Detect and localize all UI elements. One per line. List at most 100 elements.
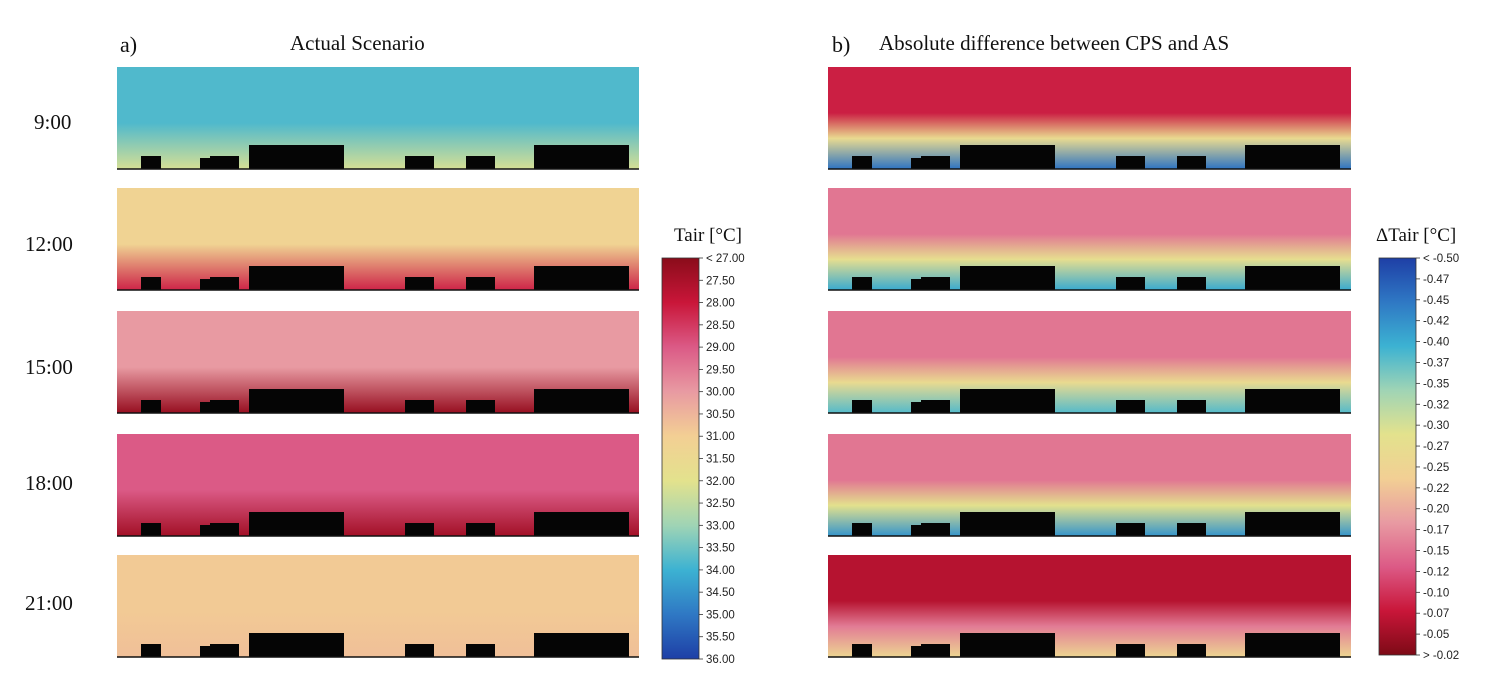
building-large-1: [249, 389, 344, 413]
colorbar-a-tick-label: 28.50: [706, 320, 735, 332]
building-small-1: [852, 400, 872, 413]
building-small-2: [200, 279, 210, 290]
building-small-1: [141, 277, 161, 290]
colorbar-a-tick-label: 29.00: [706, 342, 735, 354]
building-small-4: [405, 156, 434, 169]
building-small-1: [141, 644, 161, 657]
building-small-4: [1116, 400, 1145, 413]
building-large-1: [960, 266, 1055, 290]
colorbar-a-tick-label: 30.50: [706, 409, 735, 421]
building-small-1: [141, 156, 161, 169]
colorbar-a-title: Tair [°C]: [674, 225, 742, 246]
colorbar-b-tick-label: -0.47: [1423, 274, 1449, 286]
panel-b-title: Absolute difference between CPS and AS: [879, 31, 1230, 55]
colorbar-a-tick-label: 30.00: [706, 387, 735, 399]
colorbar-a-tick-label: 29.50: [706, 364, 735, 376]
building-large-2: [534, 512, 629, 536]
building-small-4: [405, 400, 434, 413]
building-small-3: [921, 400, 950, 413]
building-small-4: [405, 523, 434, 536]
colorbar-b-tick-label: -0.10: [1423, 587, 1449, 599]
time-label-9: 9:00: [34, 110, 72, 134]
building-large-2: [1245, 512, 1340, 536]
building-large-2: [1245, 266, 1340, 290]
building-small-2: [200, 525, 210, 536]
colorbar-b-tick-label: -0.05: [1423, 629, 1449, 641]
building-large-1: [960, 633, 1055, 657]
building-small-3: [921, 156, 950, 169]
building-small-5: [1177, 644, 1206, 657]
building-small-5: [1177, 400, 1206, 413]
building-large-2: [534, 266, 629, 290]
building-large-2: [1245, 389, 1340, 413]
building-small-1: [852, 644, 872, 657]
building-large-1: [249, 512, 344, 536]
building-large-1: [249, 633, 344, 657]
building-small-3: [210, 400, 239, 413]
building-large-1: [960, 512, 1055, 536]
building-small-1: [852, 523, 872, 536]
colorbar-b-title: ΔTair [°C]: [1376, 225, 1457, 246]
colorbar-a-tick-label: 33.00: [706, 520, 735, 532]
colorbar-b-tick-label: -0.15: [1423, 546, 1449, 558]
colorbar-a: [661, 257, 700, 660]
colorbar-a-tick-label: 35.00: [706, 609, 735, 621]
building-small-4: [1116, 277, 1145, 290]
time-label-21: 21:00: [25, 591, 73, 615]
building-small-4: [405, 644, 434, 657]
colorbar-a-tick-label: 31.00: [706, 431, 735, 443]
colorbar-b-tick-label: -0.07: [1423, 608, 1449, 620]
building-small-3: [210, 277, 239, 290]
colorbar-b-tick-label: -0.40: [1423, 337, 1449, 349]
building-small-1: [141, 400, 161, 413]
building-small-3: [210, 156, 239, 169]
building-small-3: [210, 644, 239, 657]
building-small-5: [466, 156, 495, 169]
building-large-2: [534, 145, 629, 169]
colorbar-a-tick-label: 34.00: [706, 565, 735, 577]
colorbar-a-tick-label: 28.00: [706, 298, 735, 310]
building-small-2: [911, 646, 921, 657]
building-large-2: [1245, 145, 1340, 169]
building-small-3: [921, 644, 950, 657]
building-large-1: [249, 145, 344, 169]
building-small-3: [921, 523, 950, 536]
building-small-5: [466, 523, 495, 536]
colorbar-a-tick-label: 31.50: [706, 454, 735, 466]
building-small-2: [911, 158, 921, 169]
colorbar-b-tick-label: -0.12: [1423, 566, 1449, 578]
building-small-2: [911, 402, 921, 413]
colorbar-b-tick-label: > -0.02: [1423, 650, 1459, 662]
building-small-1: [141, 523, 161, 536]
colorbar-a-tick-label: 27.50: [706, 275, 735, 287]
building-large-2: [1245, 633, 1340, 657]
colorbar-a-tick-label: 36.00: [706, 654, 735, 666]
colorbar-b-tick-label: -0.25: [1423, 462, 1449, 474]
building-large-1: [249, 266, 344, 290]
building-small-1: [852, 277, 872, 290]
colorbar-b-tick-label: -0.42: [1423, 316, 1449, 328]
colorbar-b-tick-label: -0.45: [1423, 295, 1449, 307]
building-large-2: [534, 633, 629, 657]
colorbar-a-tick-label: 35.50: [706, 632, 735, 644]
colorbar-b-tick-label: -0.20: [1423, 504, 1449, 516]
colorbar-b: [1378, 257, 1417, 656]
building-small-5: [1177, 523, 1206, 536]
building-large-1: [960, 145, 1055, 169]
building-small-5: [466, 400, 495, 413]
building-small-5: [466, 277, 495, 290]
panel-a-title: Actual Scenario: [290, 31, 425, 55]
colorbar-b-tick-label: < -0.50: [1423, 253, 1459, 265]
colorbar-b-tick-label: -0.17: [1423, 525, 1449, 537]
time-label-18: 18:00: [25, 471, 73, 495]
colorbar-a-tick-label: 34.50: [706, 587, 735, 599]
colorbar-b-tick-label: -0.30: [1423, 420, 1449, 432]
colorbar-b-tick-label: -0.32: [1423, 399, 1449, 411]
building-small-3: [921, 277, 950, 290]
building-small-3: [210, 523, 239, 536]
building-small-2: [911, 525, 921, 536]
building-small-2: [200, 646, 210, 657]
panel-b-letter: b): [832, 32, 851, 57]
building-small-4: [1116, 156, 1145, 169]
